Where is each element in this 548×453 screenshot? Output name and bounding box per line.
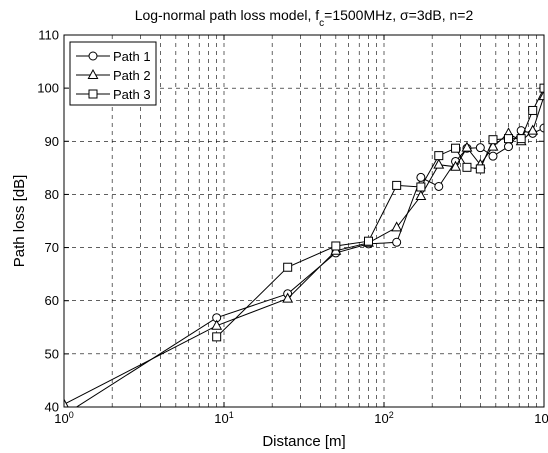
legend-label: Path 1 (113, 49, 151, 64)
chart-title: Log-normal path loss model, fc=1500MHz, … (135, 7, 474, 29)
triangle-marker (433, 158, 445, 169)
circle-marker (504, 142, 514, 152)
square-marker (392, 180, 402, 190)
y-tick-label: 100 (37, 81, 59, 96)
square-marker (539, 83, 544, 93)
circle-marker (434, 181, 444, 191)
triangle-marker (415, 189, 427, 201)
square-marker (331, 241, 341, 251)
circle-marker (488, 151, 498, 161)
x-axis-label: Distance [m] (262, 433, 345, 450)
triangle-marker (527, 124, 539, 135)
series-layer (64, 83, 544, 407)
series-line (64, 95, 544, 405)
square-marker (528, 105, 538, 115)
square-marker (488, 135, 498, 145)
y-tick-label: 80 (45, 187, 59, 202)
triangle-marker (64, 398, 69, 407)
square-marker (504, 134, 514, 144)
square-marker (283, 262, 293, 272)
triangle-marker (282, 292, 294, 303)
square-marker (363, 236, 373, 246)
circle-marker (392, 237, 402, 247)
circle-marker (539, 123, 544, 133)
legend-label: Path 3 (113, 87, 151, 102)
legend-label: Path 2 (113, 68, 151, 83)
square-marker (451, 143, 461, 153)
x-tick-label: 102 (374, 410, 393, 426)
y-tick-label: 70 (45, 240, 59, 255)
triangle-marker (538, 90, 544, 101)
circle-marker (475, 143, 485, 153)
triangle-marker (211, 319, 223, 330)
x-tick-label: 103 (534, 410, 548, 426)
y-tick-label: 40 (45, 400, 59, 415)
legend: Path 1 Path 2 Path 3 (69, 41, 157, 106)
x-tick-label: 100 (54, 410, 73, 426)
y-tick-label: 90 (45, 134, 59, 149)
triangle-marker (461, 141, 473, 152)
y-tick-label: 50 (45, 346, 59, 361)
series-line (75, 127, 544, 407)
x-tick-label: 101 (214, 410, 233, 426)
y-tick-labels: 40 50 60 70 80 90 100 110 (37, 28, 59, 415)
circle-marker (416, 172, 426, 182)
y-axis-label: Path loss [dB] (11, 175, 28, 268)
triangle-marker (450, 160, 461, 171)
x-tick-labels: 100 101 102 103 (54, 410, 548, 426)
square-marker (212, 332, 222, 342)
square-marker (416, 182, 426, 192)
y-tick-label: 60 (45, 293, 59, 308)
series-2 (64, 90, 544, 407)
series-3 (212, 83, 544, 342)
series-line (216, 87, 544, 338)
square-marker (462, 162, 472, 172)
square-marker (88, 89, 98, 99)
triangle-marker (87, 68, 99, 79)
square-marker (434, 151, 444, 161)
square-marker (475, 164, 485, 174)
square-marker (516, 134, 526, 144)
y-tick-label: 110 (38, 28, 59, 43)
plot-frame (63, 34, 545, 408)
triangle-marker (391, 221, 403, 232)
circle-marker (88, 51, 98, 61)
